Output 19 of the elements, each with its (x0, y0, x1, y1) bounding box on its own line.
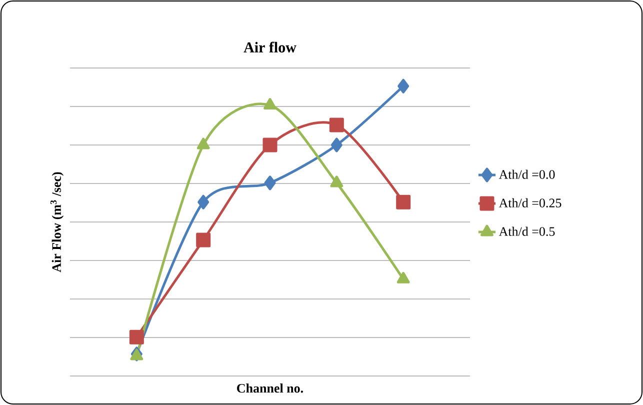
point (129, 330, 144, 344)
chart-title: Air flow (244, 42, 296, 52)
x-axis-title: Channel no. (237, 384, 304, 393)
point (330, 138, 342, 152)
point (196, 232, 211, 248)
point (330, 176, 344, 188)
point (329, 118, 344, 132)
point (396, 194, 411, 210)
point (264, 176, 276, 190)
point (262, 138, 278, 152)
y-axis-title: Air Flow (m$^{3}$ /sec) (50, 172, 64, 272)
point (264, 98, 276, 110)
point (398, 78, 410, 94)
legend-label: Ath/d =0.25 (498, 198, 562, 208)
legend-label: Ath/d =0.5 (498, 226, 555, 236)
legend-label: Ath/d =0.0 (498, 170, 555, 179)
point (196, 138, 210, 150)
point (198, 194, 210, 210)
point (396, 272, 410, 284)
